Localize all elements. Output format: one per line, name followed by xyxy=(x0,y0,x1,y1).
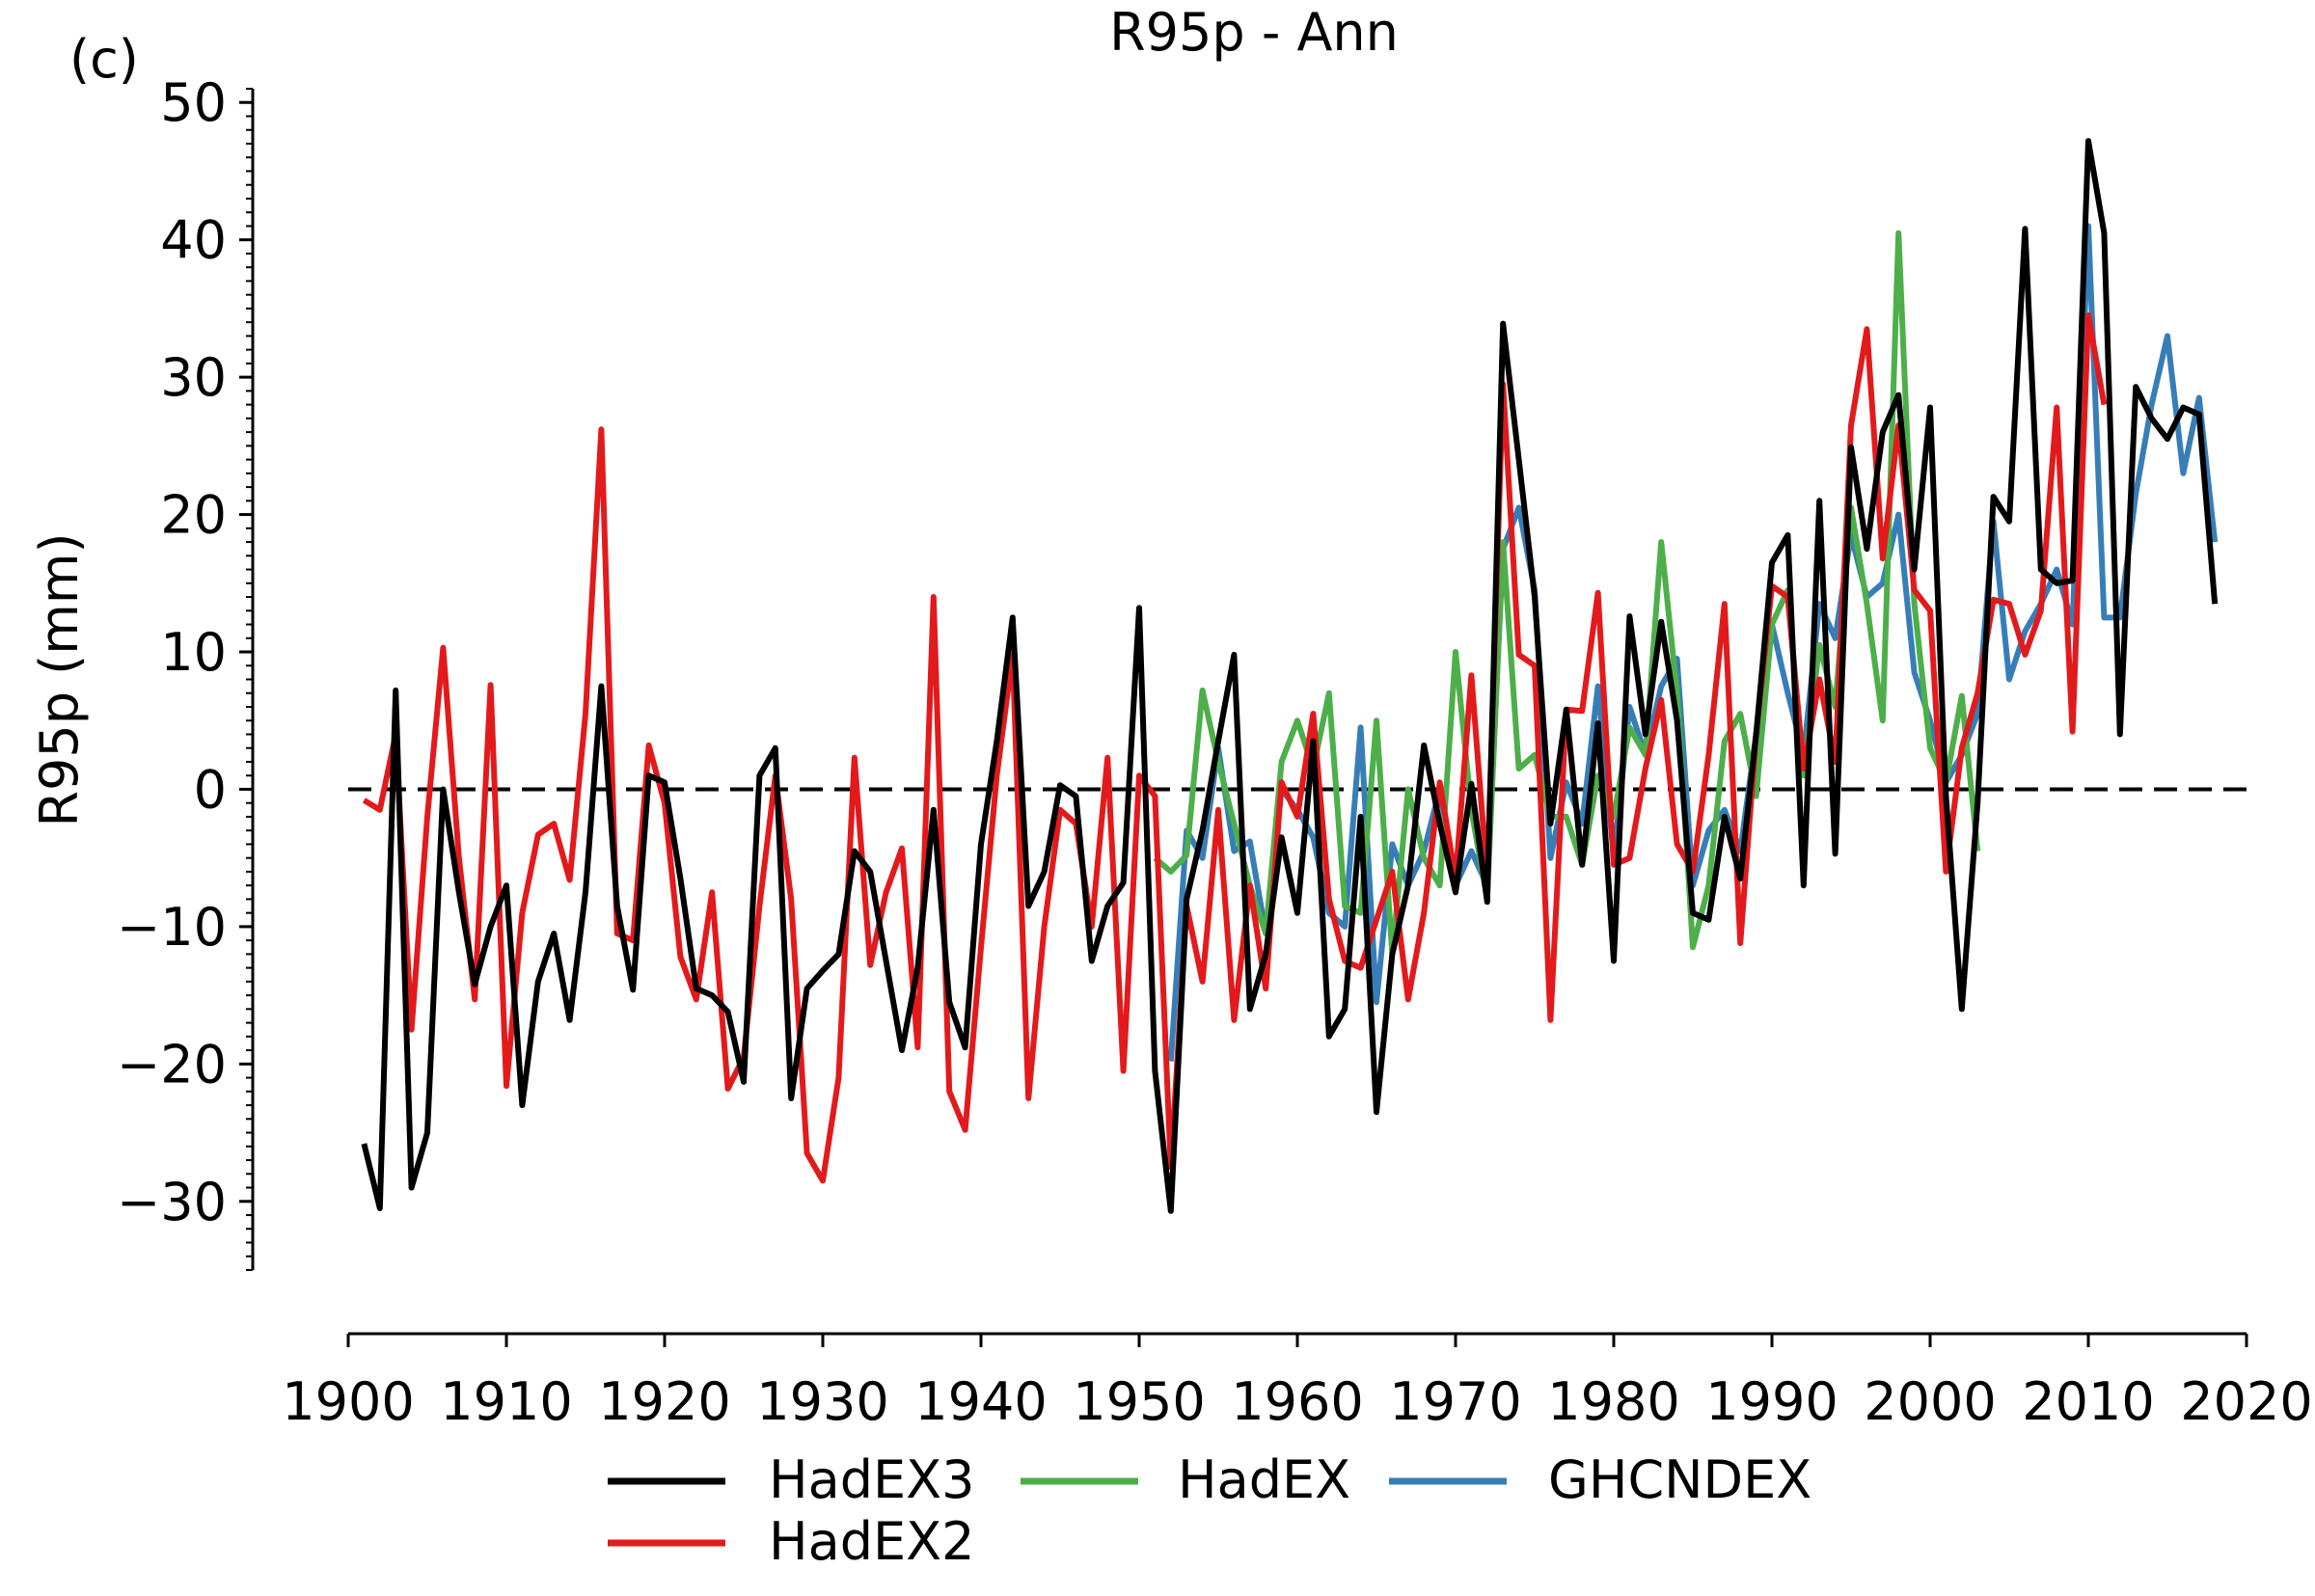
legend-label-hadex2: HadEX2 xyxy=(769,1511,974,1572)
x-tick-label: 1960 xyxy=(1231,1371,1363,1432)
axes: −30 −20 −10 0 10 20 30 40 50 1900 1910 1920 1930 1940… xyxy=(117,72,2313,1432)
x-tick-label: 2010 xyxy=(2022,1371,2154,1432)
x-tick-label: 2000 xyxy=(1864,1371,1996,1432)
x-tick-label: 1990 xyxy=(1705,1371,1838,1432)
y-tick-label: 10 xyxy=(160,622,227,683)
x-tick-label: 1970 xyxy=(1389,1371,1521,1432)
x-tick-label: 1920 xyxy=(598,1371,730,1432)
y-tick-label: −30 xyxy=(117,1172,227,1232)
x-tick-label: 1950 xyxy=(1073,1371,1205,1432)
y-tick-label: 50 xyxy=(160,72,227,133)
y-tick-label: −20 xyxy=(117,1034,227,1095)
legend-label-hadex: HadEX xyxy=(1178,1449,1350,1510)
chart-title: R95p - Ann xyxy=(1109,2,1399,63)
legend-label-ghcndex: GHCNDEX xyxy=(1548,1449,1811,1510)
x-tick-label: 2020 xyxy=(2180,1371,2312,1432)
series-line-hadex2 xyxy=(362,312,2108,1184)
y-axis-label: R95p (mm) xyxy=(29,532,90,826)
x-tick-label: 1930 xyxy=(756,1371,888,1432)
x-tick-label: 1980 xyxy=(1547,1371,1679,1432)
x-tick-label: 1940 xyxy=(914,1371,1047,1432)
panel-label: (c) xyxy=(69,29,139,90)
y-tick-label: 40 xyxy=(160,210,227,271)
y-tick-label: 30 xyxy=(160,347,227,408)
y-tick-label: 20 xyxy=(160,485,227,546)
legend-label-hadex3: HadEX3 xyxy=(769,1449,974,1510)
plot-area xyxy=(361,138,2219,1214)
x-tick-label: 1910 xyxy=(440,1371,572,1432)
series-line-hadex3 xyxy=(361,138,2219,1214)
y-tick-label: 0 xyxy=(194,759,227,820)
y-tick-label: −10 xyxy=(117,897,227,958)
x-tick-label: 1900 xyxy=(282,1371,414,1432)
